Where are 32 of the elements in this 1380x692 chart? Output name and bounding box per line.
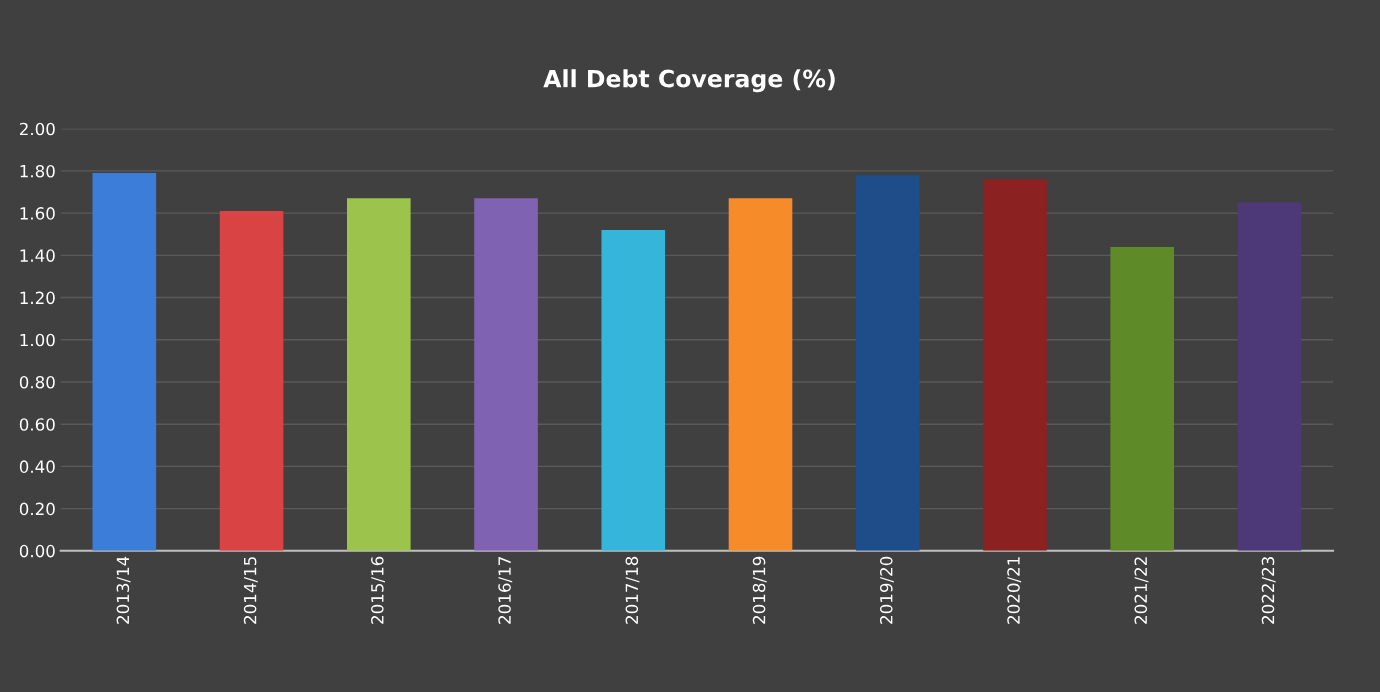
y-tick-label: 0.60: [19, 418, 55, 431]
bar: [855, 175, 920, 551]
y-tick-label: 0.20: [19, 502, 55, 516]
bar: [728, 198, 793, 551]
x-tick-label: 2019/20: [879, 556, 894, 624]
bar: [92, 173, 157, 551]
x-tick-label: 2016/17: [498, 557, 513, 624]
bar: [347, 198, 411, 551]
x-tick-label: 2021/22: [1134, 557, 1149, 624]
x-tick-label: 2014/15: [243, 557, 258, 624]
bar: [1237, 202, 1302, 551]
bar: [219, 211, 284, 551]
chart-title: All Debt Coverage (%): [543, 69, 835, 93]
bar: [1110, 246, 1175, 551]
y-tick-label: 0.40: [19, 460, 55, 473]
y-tick-label: 1.20: [20, 291, 55, 305]
y-tick-label: 0.00: [19, 544, 55, 558]
y-tick-label: 1.00: [20, 333, 55, 347]
x-tick-label: 2013/14: [116, 556, 131, 624]
x-tick-label: 2015/16: [371, 556, 385, 624]
x-tick-label: 2022/23: [1261, 557, 1276, 624]
x-tick-label: 2017/18: [625, 556, 640, 624]
x-tick-label: 2018/19: [752, 556, 767, 624]
y-tick-label: 0.80: [19, 375, 55, 389]
bar: [983, 179, 1047, 551]
x-tick-label: 2020/21: [1007, 557, 1022, 624]
bar: [601, 230, 666, 551]
y-tick-label: 2.00: [19, 122, 55, 136]
y-tick-label: 1.40: [20, 249, 55, 262]
bar: [474, 198, 538, 551]
y-tick-label: 1.60: [20, 207, 55, 220]
y-tick-label: 1.80: [20, 164, 55, 178]
